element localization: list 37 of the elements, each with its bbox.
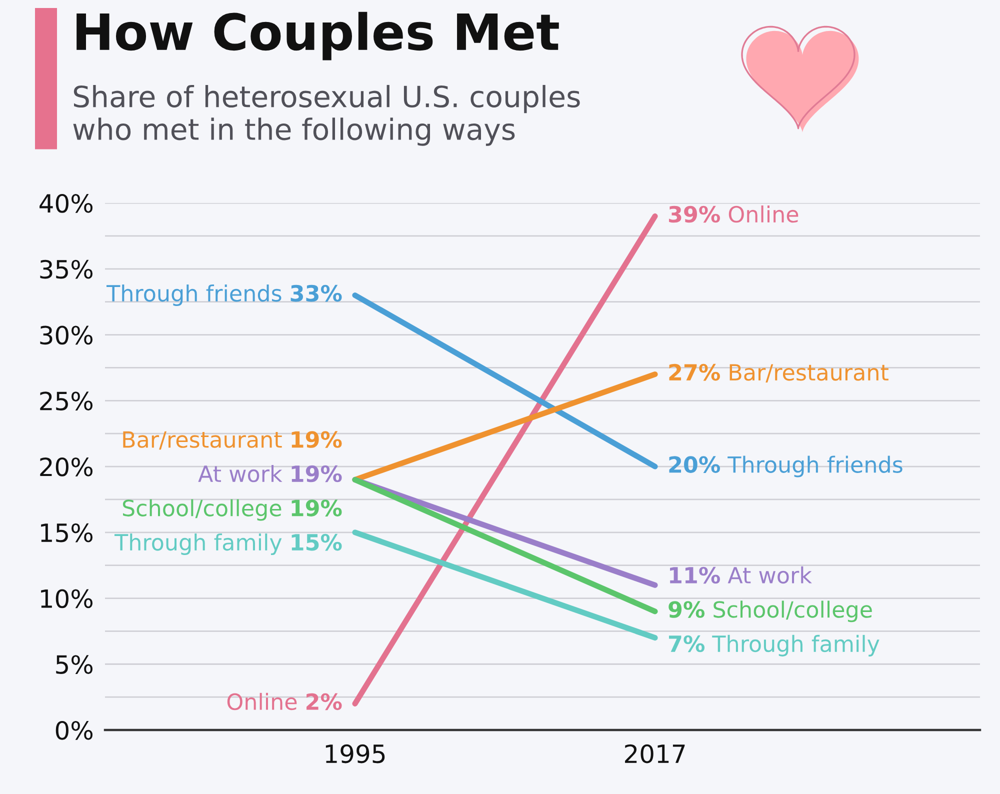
y-tick-label: 15% xyxy=(41,523,93,542)
y-tick-label: 0% xyxy=(56,720,93,740)
text: Through family xyxy=(114,533,282,555)
chart-title: How Couples Met xyxy=(76,12,559,60)
y-tick-label: 35% xyxy=(40,260,93,279)
chart-subtitle: Share of heterosexual U.S. couples who met in the following ways xyxy=(73,84,580,146)
data-label: 11% xyxy=(670,566,720,584)
text: School/college xyxy=(714,600,872,622)
data-label: 27% xyxy=(669,364,720,381)
text: School/college xyxy=(122,499,282,521)
text: Online xyxy=(728,205,798,223)
data-label: 33% xyxy=(290,284,342,302)
data-label: 20% xyxy=(669,456,720,473)
y-tick-label: 10% xyxy=(41,589,93,608)
data-label: 2% xyxy=(306,693,342,710)
y-tick-label: 30% xyxy=(40,326,93,345)
data-label: 9% xyxy=(668,601,705,618)
text: Through friends xyxy=(106,284,282,306)
y-tick-label: 20% xyxy=(40,457,93,476)
text: At work xyxy=(198,464,282,482)
data-label: 19% xyxy=(292,465,342,482)
data-label: 19% xyxy=(292,500,342,516)
data-label: 15% xyxy=(292,534,342,551)
data-label: 39% xyxy=(668,206,720,223)
text: Online xyxy=(227,692,297,710)
y-tick-label: 40% xyxy=(40,194,93,213)
text: Through friends xyxy=(728,456,902,478)
text: At work xyxy=(728,566,812,584)
y-tick-label: 5% xyxy=(56,655,93,674)
x-tick-label: 2017 xyxy=(625,744,685,764)
data-label: 7% xyxy=(668,635,705,652)
text: Through family xyxy=(712,634,880,656)
y-tick-label: 25% xyxy=(40,392,93,410)
data-label: 19% xyxy=(292,431,342,448)
x-tick-label: 1995 xyxy=(326,744,385,764)
text: Bar/restaurant xyxy=(730,364,888,382)
text: Bar/restaurant xyxy=(123,431,282,450)
